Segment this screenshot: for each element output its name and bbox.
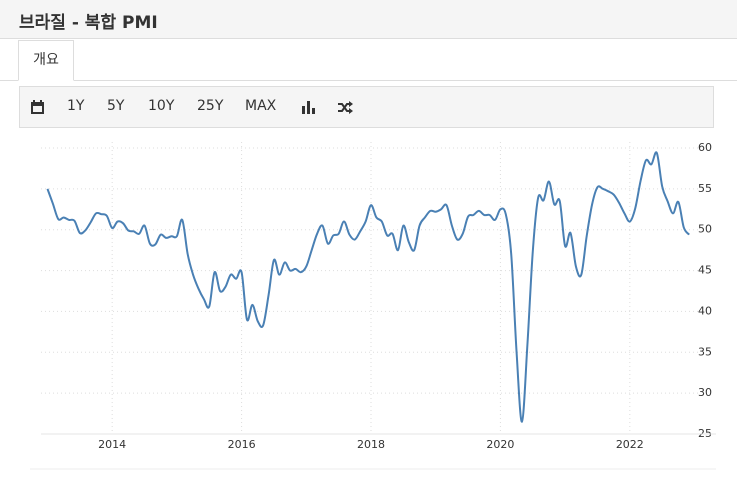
range-button[interactable]: MAX (245, 98, 277, 114)
calendar-icon[interactable] (30, 100, 45, 115)
x-tick-label: 2016 (228, 438, 256, 451)
y-tick-label: 60 (698, 141, 712, 154)
x-tick-label: 2014 (98, 438, 126, 451)
tab-line (0, 80, 737, 81)
tab[interactable]: 개요 (18, 40, 74, 81)
header-title: 브라질 - 복합 PMI (19, 13, 158, 33)
y-tick-label: 45 (698, 264, 712, 277)
y-tick-label: 40 (698, 304, 712, 317)
y-tick-label: 35 (698, 345, 712, 358)
x-tick-label: 2018 (357, 438, 385, 451)
y-tick-label: 50 (698, 223, 712, 236)
range-button[interactable]: 5Y (107, 98, 125, 114)
header: 브라질 - 복합 PMI (0, 0, 737, 39)
toolbar: 1Y 5Y 10Y 25Y MAX (19, 86, 714, 128)
range-button[interactable]: 10Y (148, 98, 175, 114)
range-button[interactable]: 25Y (197, 98, 224, 114)
data-line (46, 151, 690, 423)
y-tick-label: 30 (698, 386, 712, 399)
shuffle-icon[interactable] (337, 100, 353, 115)
x-tick-label: 2020 (486, 438, 514, 451)
x-tick-label: 2022 (616, 438, 644, 451)
bar-chart-icon[interactable] (301, 100, 316, 115)
range-button[interactable]: 1Y (67, 98, 85, 114)
y-tick-label: 55 (698, 182, 712, 195)
